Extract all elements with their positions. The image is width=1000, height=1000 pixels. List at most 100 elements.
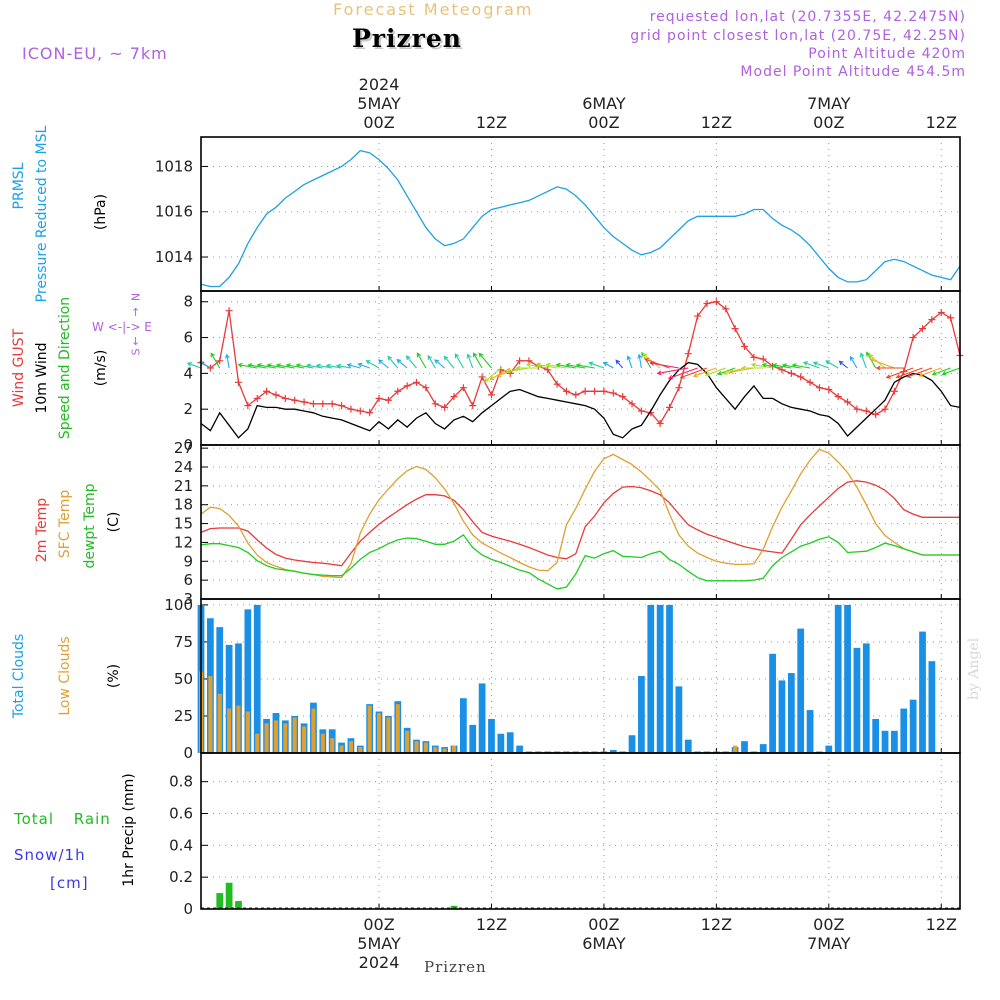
gust-marker bbox=[947, 314, 955, 322]
total-cloud-bar bbox=[825, 745, 833, 753]
y-tick-label: 18 bbox=[174, 496, 193, 514]
gust-marker bbox=[731, 325, 739, 333]
gust-marker bbox=[403, 382, 411, 390]
y-tick-label: 6 bbox=[183, 571, 193, 589]
gust-marker bbox=[919, 325, 927, 333]
rain-bar bbox=[216, 893, 224, 909]
total-cloud-bar bbox=[497, 733, 505, 753]
gust-marker bbox=[937, 308, 945, 316]
total-cloud-bar bbox=[853, 647, 861, 753]
y-tick-label: 75 bbox=[174, 633, 193, 651]
wind-arrow bbox=[275, 363, 295, 369]
gust-marker bbox=[759, 355, 767, 363]
y-tick-label: 0.4 bbox=[169, 836, 193, 854]
wind-arrow bbox=[667, 367, 698, 380]
wind-arrow bbox=[285, 363, 305, 369]
gust-marker bbox=[609, 389, 617, 397]
gust-marker bbox=[478, 373, 486, 381]
y-tick-label: 50 bbox=[174, 670, 193, 688]
y-tick-label: 0.2 bbox=[169, 868, 193, 886]
wind-arrow bbox=[615, 359, 624, 369]
low-cloud-bar bbox=[302, 726, 307, 753]
y-tick-label: 1016 bbox=[155, 203, 193, 221]
wind-arrow bbox=[771, 362, 792, 369]
top-time-label: 2024 bbox=[359, 75, 400, 94]
low-cloud-bar bbox=[423, 742, 428, 753]
total-cloud-bar bbox=[488, 718, 495, 753]
total-cloud-bar bbox=[844, 604, 851, 753]
total-cloud-bar bbox=[638, 676, 645, 753]
gust-marker bbox=[253, 394, 261, 402]
wind-arrow bbox=[454, 353, 464, 369]
bottom-time-label: 5MAY bbox=[357, 934, 401, 953]
gust-marker bbox=[928, 316, 936, 324]
gust-marker bbox=[366, 409, 374, 417]
gust-marker bbox=[394, 387, 402, 395]
gust-marker bbox=[431, 400, 439, 408]
low-cloud-bar bbox=[217, 693, 222, 753]
gust-marker bbox=[516, 357, 524, 365]
gust-marker bbox=[890, 387, 898, 395]
requested-coords: requested lon,lat (20.7355E, 42.2475N) bbox=[649, 9, 966, 25]
gust-marker bbox=[225, 307, 233, 315]
low-cloud-bar bbox=[339, 745, 344, 753]
total-cloud-bar bbox=[647, 604, 655, 753]
bottom-time-label: 6MAY bbox=[582, 934, 626, 953]
wind-arrow bbox=[346, 363, 361, 369]
wind-arrow bbox=[335, 363, 351, 369]
wind-arrow bbox=[505, 367, 530, 374]
gust-marker bbox=[815, 384, 823, 392]
wind-arrow bbox=[396, 358, 408, 369]
gust-marker bbox=[600, 387, 608, 395]
wind-arrow bbox=[588, 361, 605, 369]
wind-arrow bbox=[237, 362, 258, 369]
top-time-label: 00Z bbox=[813, 113, 844, 132]
wind-arrow bbox=[791, 363, 811, 369]
y-tick-label: 0.6 bbox=[169, 804, 193, 822]
total-cloud-bar bbox=[666, 604, 673, 753]
wind-arrow bbox=[741, 365, 764, 371]
low-cloud-bar bbox=[255, 733, 260, 753]
wind-arrow bbox=[656, 367, 689, 376]
total-cloud-bar bbox=[656, 604, 664, 753]
total-cloud-bar bbox=[872, 718, 880, 753]
gust-marker bbox=[300, 398, 308, 406]
wind-arrow bbox=[869, 358, 895, 369]
gust-marker bbox=[328, 400, 336, 408]
gust-marker bbox=[281, 394, 289, 402]
gust-marker bbox=[441, 403, 449, 411]
low-cloud-bar bbox=[433, 747, 438, 753]
gust-marker bbox=[319, 400, 327, 408]
rain-bar bbox=[450, 905, 458, 909]
gust-marker bbox=[834, 393, 842, 401]
series-line-sfc-temp bbox=[200, 448, 960, 579]
gust-marker bbox=[581, 387, 589, 395]
wind-arrow bbox=[679, 367, 708, 379]
total-cloud-bar bbox=[778, 680, 786, 753]
panel-frame bbox=[200, 752, 961, 910]
wind-arrow bbox=[405, 355, 417, 369]
gust-marker bbox=[413, 378, 421, 386]
footer-location: Prizren bbox=[424, 958, 487, 976]
wind-arrow bbox=[427, 354, 436, 369]
gust-marker bbox=[675, 384, 683, 392]
total-cloud-bar bbox=[806, 710, 814, 753]
wind-arrow bbox=[535, 362, 558, 369]
y-tick-label: 9 bbox=[183, 552, 193, 570]
wind-arrow bbox=[525, 362, 548, 369]
total-cloud-bar bbox=[244, 609, 252, 753]
gust-marker bbox=[619, 393, 627, 401]
low-cloud-bar bbox=[733, 745, 738, 753]
total-cloud-bar bbox=[919, 631, 926, 753]
total-cloud-bar bbox=[469, 724, 477, 753]
low-cloud-bar bbox=[367, 705, 372, 753]
total-cloud-bar bbox=[881, 730, 889, 753]
gust-marker bbox=[637, 407, 645, 415]
gust-marker bbox=[487, 391, 495, 399]
wind-arrow bbox=[728, 367, 754, 375]
gust-marker bbox=[384, 396, 392, 404]
low-cloud-bar bbox=[405, 730, 410, 753]
y-tick-label: 25 bbox=[174, 707, 193, 725]
wind-arrow bbox=[931, 367, 951, 376]
low-cloud-bar bbox=[236, 705, 241, 753]
